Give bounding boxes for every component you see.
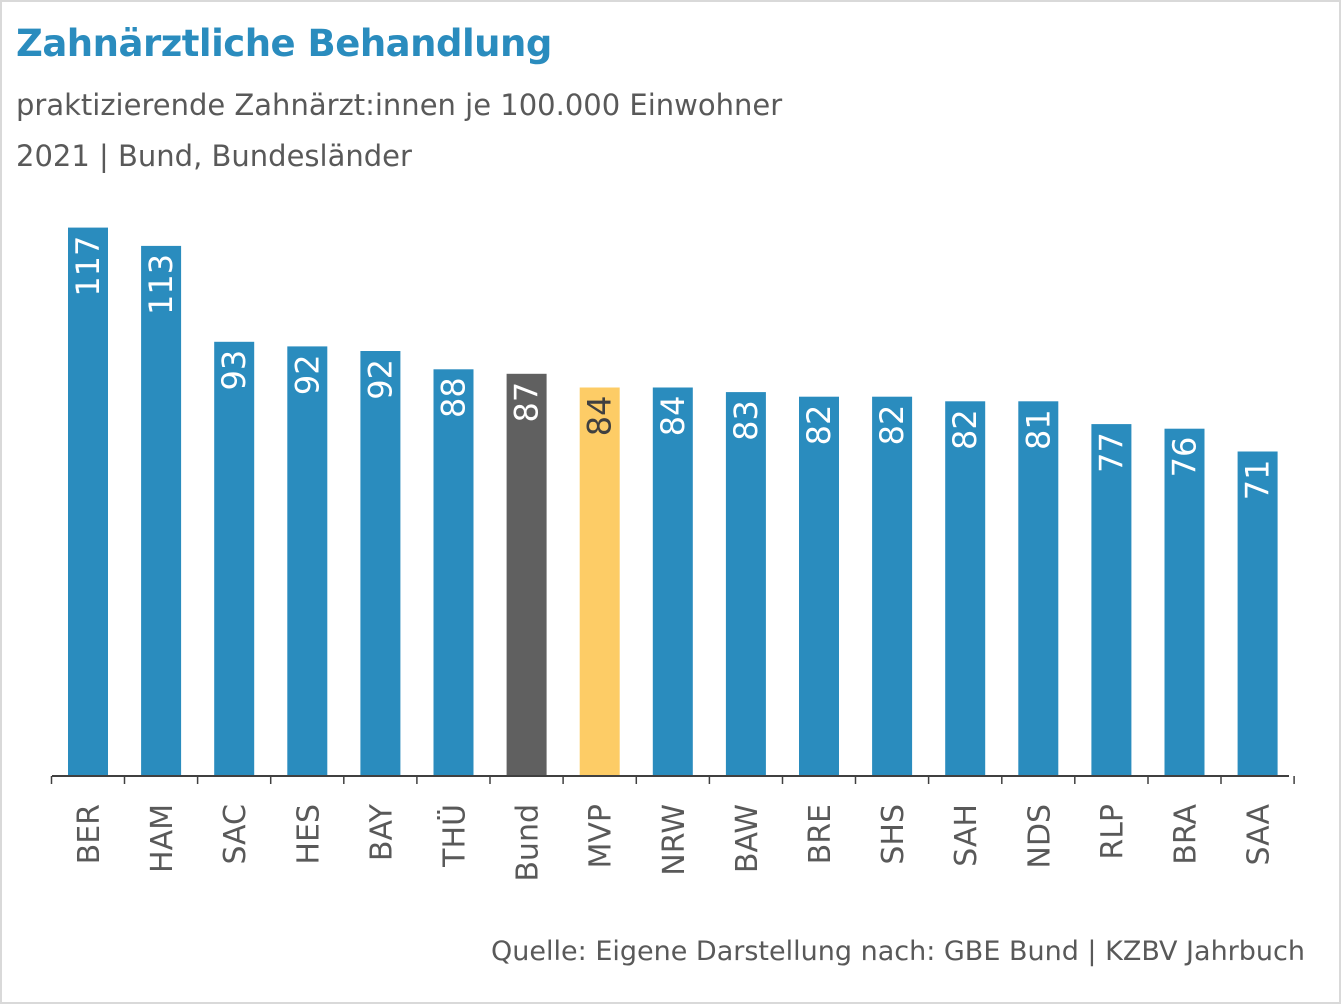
bar-bay bbox=[360, 351, 401, 776]
x-tick-label-bre: BRE bbox=[803, 804, 838, 864]
bar-ber bbox=[68, 227, 108, 777]
chart-subtitle: praktizierende Zahnärzt:innen je 100.000… bbox=[16, 88, 783, 122]
bar-bra bbox=[1164, 428, 1205, 776]
bar-value-label: 87 bbox=[508, 382, 546, 423]
bar-thü bbox=[433, 369, 474, 776]
x-tick-label-bra: BRA bbox=[1169, 804, 1204, 865]
bar-value-label: 84 bbox=[654, 396, 692, 437]
bar-ham bbox=[141, 245, 182, 776]
bar-value-label: 88 bbox=[435, 377, 473, 418]
source-note: Quelle: Eigene Darstellung nach: GBE Bun… bbox=[491, 936, 1305, 967]
bar-sac bbox=[214, 341, 255, 776]
x-tick-label-bay: BAY bbox=[364, 803, 399, 861]
x-tick-label-hes: HES bbox=[291, 804, 326, 865]
bar-value-label: 82 bbox=[946, 409, 984, 450]
bar-shs bbox=[872, 396, 913, 776]
bar-value-label: 83 bbox=[727, 400, 765, 441]
x-tick-label-nrw: NRW bbox=[657, 804, 692, 876]
x-tick-label-bund: Bund bbox=[511, 804, 546, 882]
x-tick-label-sah: SAH bbox=[949, 804, 984, 867]
bar-value-label: 92 bbox=[361, 359, 399, 400]
bar-value-label: 82 bbox=[873, 405, 911, 446]
bar-value-label: 82 bbox=[800, 405, 838, 446]
x-tick-label-nds: NDS bbox=[1022, 804, 1057, 869]
chart-title: Zahnärztliche Behandlung bbox=[16, 22, 552, 65]
bar-value-label: 76 bbox=[1166, 437, 1204, 478]
bar-sah bbox=[945, 401, 986, 776]
bar-mvp bbox=[579, 387, 620, 776]
bar-bre bbox=[799, 396, 839, 776]
bar-hes bbox=[287, 346, 328, 776]
chart-subtitle-year-scope: 2021 | Bund, Bundesländer bbox=[16, 139, 412, 173]
x-tick-label-saa: SAA bbox=[1242, 804, 1277, 866]
bar-saa bbox=[1237, 451, 1278, 776]
bar-value-label: 92 bbox=[288, 354, 326, 395]
bar-baw bbox=[725, 392, 766, 776]
bar-nrw bbox=[652, 387, 693, 776]
x-tick-label-ham: HAM bbox=[145, 804, 180, 873]
x-tick-label-ber: BER bbox=[72, 804, 107, 864]
bar-value-label: 77 bbox=[1092, 432, 1130, 473]
bar-value-label: 71 bbox=[1239, 460, 1277, 501]
bar-value-label: 113 bbox=[142, 254, 180, 315]
x-tick-label-baw: BAW bbox=[730, 804, 765, 873]
x-tick-label-mvp: MVP bbox=[584, 804, 619, 869]
x-tick-label-shs: SHS bbox=[876, 804, 911, 865]
x-tick-label-sac: SAC bbox=[218, 804, 253, 865]
bar-value-label: 117 bbox=[69, 236, 107, 297]
bar-bund bbox=[506, 373, 547, 776]
x-tick-label-thü: THÜ bbox=[437, 804, 473, 868]
bar-rlp bbox=[1091, 424, 1132, 776]
bar-nds bbox=[1018, 401, 1059, 776]
x-tick-label-rlp: RLP bbox=[1095, 804, 1130, 860]
bar-value-label: 81 bbox=[1019, 409, 1057, 450]
bar-value-label: 84 bbox=[581, 396, 619, 437]
bar-value-label: 93 bbox=[215, 350, 253, 391]
